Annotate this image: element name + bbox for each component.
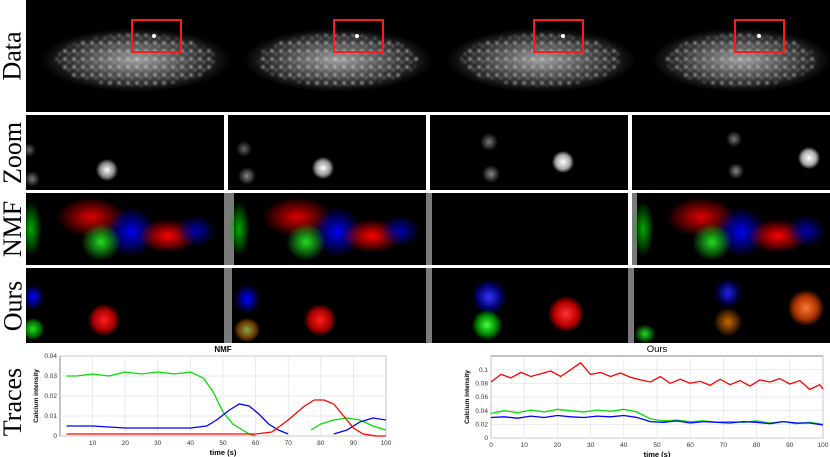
roi-box-1 xyxy=(131,19,182,53)
y-tick-label: 0.02 xyxy=(475,422,488,429)
y-tick-label: 0.04 xyxy=(475,408,488,415)
x-tick-label: 60 xyxy=(252,440,260,447)
ours-gap-2 xyxy=(426,268,432,343)
nmf-gap-1 xyxy=(224,193,228,265)
series-line-0 xyxy=(490,361,824,391)
x-tick-label: 30 xyxy=(154,440,162,447)
zoom-panel-2 xyxy=(228,115,426,190)
x-tick-label: 20 xyxy=(122,440,130,447)
ours-gap-1 xyxy=(224,268,232,343)
y-tick-label: 0.02 xyxy=(44,393,57,400)
nmf-panel-3 xyxy=(430,193,628,265)
x-tick-label: 50 xyxy=(653,442,661,449)
y-tick-label: 0.08 xyxy=(475,381,488,388)
x-tick-label: 40 xyxy=(187,440,195,447)
nmf-panel-2 xyxy=(228,193,426,265)
nmf-panel-1 xyxy=(26,193,224,265)
y-tick-label: 0 xyxy=(53,433,57,440)
ours-panel-3 xyxy=(432,268,630,343)
data-frame-4 xyxy=(651,19,830,92)
ours-panel-1 xyxy=(26,268,224,343)
ours-panel-2 xyxy=(232,268,426,343)
row-label-ours: Ours xyxy=(0,280,27,331)
ours-trace-chart: 0 10 20 30 40 50 60 70 80 90 100 0 0.02 0.04 0.06 0.08 0… xyxy=(464,344,829,457)
series-line-1 xyxy=(490,408,824,425)
data-frame-1 xyxy=(41,19,231,92)
chart-title: NMF xyxy=(214,345,231,354)
x-tick-label: 100 xyxy=(381,440,392,447)
series-line-2 xyxy=(490,414,824,426)
series-line-4 xyxy=(66,399,386,437)
y-tick-label: 0.06 xyxy=(475,394,488,401)
data-frame-3 xyxy=(446,19,636,92)
x-tick-label: 30 xyxy=(587,442,595,449)
series-line-1 xyxy=(66,403,289,435)
y-axis-label: Calcium intensity xyxy=(464,370,471,424)
y-tick-label: 0.01 xyxy=(44,413,57,420)
row-label-zoom: Zoom xyxy=(0,121,28,184)
x-axis-label: time (s) xyxy=(210,448,237,457)
nmf-gap-3 xyxy=(426,193,432,265)
x-tick-label: 20 xyxy=(554,442,562,449)
roi-box-3 xyxy=(533,19,584,53)
ours-gap-3 xyxy=(628,268,634,343)
roi-box-2 xyxy=(333,19,384,53)
y-tick-label: 0.1 xyxy=(479,367,488,374)
x-tick-label: 0 xyxy=(489,442,493,449)
y-tick-label: 0.03 xyxy=(44,373,57,380)
row-label-data: Data xyxy=(0,31,27,81)
zoom-panel-1 xyxy=(26,115,224,190)
x-tick-label: 80 xyxy=(753,442,761,449)
row-label-nmf: NMF xyxy=(0,200,28,258)
y-tick-label: 0.04 xyxy=(44,353,57,360)
zoom-panel-3 xyxy=(430,115,628,190)
x-tick-label: 90 xyxy=(786,442,794,449)
x-tick-label: 10 xyxy=(89,440,97,447)
x-tick-label: 40 xyxy=(620,442,628,449)
nmf-trace-chart: 10 20 30 40 50 60 70 80 90 100 0 0.01 0.02 0.03 0.04 NM… xyxy=(33,345,392,457)
y-axis-label: Calcium intensity xyxy=(33,369,40,423)
x-tick-label: 50 xyxy=(219,440,227,447)
x-tick-label: 90 xyxy=(350,440,358,447)
data-frames xyxy=(41,19,830,92)
x-tick-label: 100 xyxy=(818,442,829,449)
x-tick-label: 10 xyxy=(521,442,529,449)
zoom-panel-4 xyxy=(632,115,830,190)
series-line-3 xyxy=(333,417,387,435)
x-tick-label: 80 xyxy=(317,440,325,447)
y-tick-label: 0 xyxy=(484,435,488,442)
x-tick-label: 70 xyxy=(720,442,728,449)
nmf-panel-4 xyxy=(632,193,830,265)
data-frame-2 xyxy=(243,19,433,92)
row-label-traces: Traces xyxy=(0,367,27,436)
roi-box-4 xyxy=(734,19,785,53)
x-axis-label: time (s) xyxy=(644,450,671,457)
series-line-0 xyxy=(66,371,256,437)
series-line-2 xyxy=(310,417,387,431)
x-tick-label: 60 xyxy=(687,442,695,449)
chart-title: Ours xyxy=(647,344,668,355)
data-row xyxy=(26,0,830,112)
ours-panel-4 xyxy=(634,268,830,343)
x-tick-label: 70 xyxy=(285,440,293,447)
